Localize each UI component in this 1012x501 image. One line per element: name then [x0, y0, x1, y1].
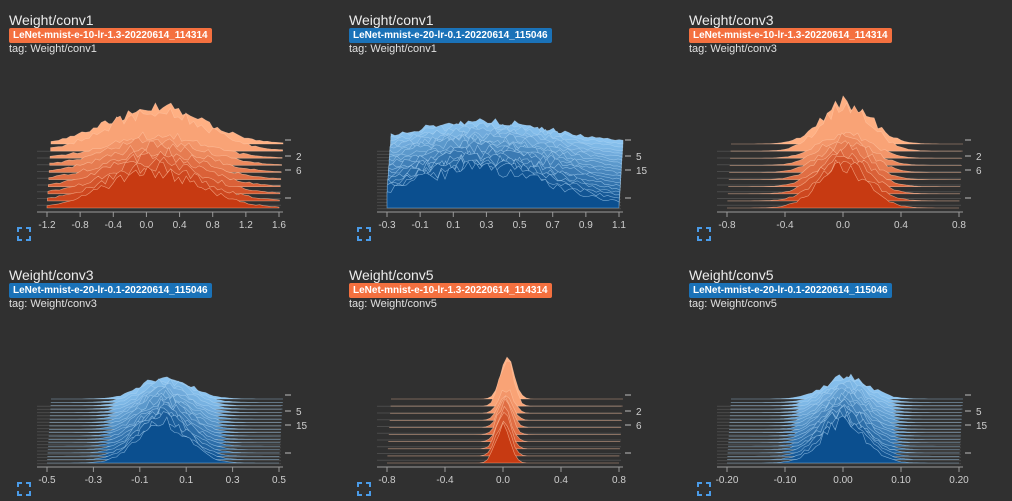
run-name-chip: LeNet-mnist-e-20-lr-0.1-20220614_115046: [9, 283, 212, 298]
x-tick-label: 0.00: [833, 475, 853, 486]
x-tick-label: -0.1: [131, 475, 149, 486]
fullscreen-icon[interactable]: [17, 227, 31, 241]
x-tick-label: 0.20: [949, 475, 969, 486]
x-tick-label: 0.5: [272, 475, 286, 486]
histogram-card: -0.3 -0.1 0.1 0.3 0.5 0.7 0.9 1.1 5 15 Weight/conv…: [349, 12, 669, 242]
run-name-chip: LeNet-mnist-e-10-lr-1.3-20220614_114314: [349, 283, 552, 298]
x-tick-label: -0.10: [774, 475, 797, 486]
histogram-plot: -0.8 -0.4 0.0 0.4 0.8 2 6: [717, 95, 982, 231]
x-tick-label: 0.4: [554, 475, 568, 486]
step-tick-label: 5: [296, 407, 302, 418]
step-tick-label: 15: [976, 421, 988, 432]
histogram-ridge: [386, 161, 620, 209]
run-name-chip: LeNet-mnist-e-20-lr-0.1-20220614_115046: [349, 28, 552, 43]
x-tick-label: -0.4: [105, 220, 123, 231]
histogram-ridge: [730, 102, 963, 152]
x-tick-label: 0.1: [446, 220, 460, 231]
x-tick-label: -0.4: [776, 220, 794, 231]
fullscreen-icon[interactable]: [697, 227, 711, 241]
x-tick-label: -0.8: [718, 220, 736, 231]
x-tick-label: -1.2: [38, 220, 56, 231]
tag-label: tag: Weight/conv1: [9, 43, 97, 55]
x-tick-label: 1.2: [239, 220, 253, 231]
run-name-chip: LeNet-mnist-e-10-lr-1.3-20220614_114314: [689, 28, 892, 43]
tag-label: tag: Weight/conv3: [689, 43, 777, 55]
step-tick-label: 15: [296, 421, 308, 432]
histogram-ridge: [387, 421, 619, 464]
x-tick-label: 0.4: [894, 220, 908, 231]
fullscreen-icon[interactable]: [357, 227, 371, 241]
step-tick-label: 5: [636, 152, 642, 163]
x-tick-label: 0.10: [891, 475, 911, 486]
step-tick-label: 2: [636, 407, 642, 418]
histogram-ridge: [727, 415, 959, 464]
x-tick-label: 0.3: [479, 220, 493, 231]
histogram-plot: -0.20 -0.10 0.00 0.10 0.20 5 15: [716, 373, 988, 486]
tag-label: tag: Weight/conv5: [689, 298, 777, 310]
step-tick-label: 6: [636, 421, 642, 432]
chart-title: Weight/conv5: [689, 267, 774, 283]
fullscreen-icon[interactable]: [697, 482, 711, 496]
x-tick-label: -0.3: [85, 475, 103, 486]
x-tick-label: -0.8: [378, 475, 396, 486]
histogram-plot: -0.8 -0.4 0.0 0.4 0.8 2 6: [377, 356, 642, 486]
x-tick-label: 1.1: [612, 220, 626, 231]
x-tick-label: 0.0: [836, 220, 850, 231]
histogram-plot: -0.5 -0.3 -0.1 0.1 0.3 0.5 5 15: [37, 376, 308, 486]
histogram-ridge: [46, 166, 280, 209]
chart-title: Weight/conv1: [349, 12, 434, 28]
x-tick-label: -0.20: [716, 475, 739, 486]
x-tick-label: 1.6: [272, 220, 286, 231]
histogram-plot: -0.3 -0.1 0.1 0.3 0.5 0.7 0.9 1.1 5 15: [377, 118, 648, 231]
chart-title: Weight/conv5: [349, 267, 434, 283]
histogram-ridge: [47, 416, 279, 464]
x-tick-label: 0.8: [206, 220, 220, 231]
histogram-card: -0.8 -0.4 0.0 0.4 0.8 2 6 Weight/conv5 LeNet-mni…: [349, 267, 669, 497]
x-tick-label: 0.7: [546, 220, 560, 231]
step-tick-label: 5: [976, 407, 982, 418]
chart-title: Weight/conv1: [9, 12, 94, 28]
x-tick-label: 0.4: [173, 220, 187, 231]
step-tick-label: 6: [296, 166, 302, 177]
step-tick-label: 2: [976, 152, 982, 163]
x-tick-label: 0.9: [579, 220, 593, 231]
x-tick-label: -0.5: [38, 475, 56, 486]
x-tick-label: 0.0: [496, 475, 510, 486]
tag-label: tag: Weight/conv5: [349, 298, 437, 310]
x-tick-label: 0.1: [179, 475, 193, 486]
x-tick-label: 0.3: [226, 475, 240, 486]
chart-title: Weight/conv3: [9, 267, 94, 283]
step-tick-label: 15: [636, 166, 648, 177]
histogram-card: -0.20 -0.10 0.00 0.10 0.20 5 15 Weight/conv5 LeN…: [689, 267, 1009, 497]
step-tick-label: 6: [976, 166, 982, 177]
histogram-card: -0.5 -0.3 -0.1 0.1 0.3 0.5 5 15 Weight/conv3 LeNe…: [9, 267, 329, 497]
histogram-ridge: [50, 107, 283, 152]
x-tick-label: -0.3: [378, 220, 396, 231]
histogram-card: -1.2 -0.8 -0.4 0.0 0.4 0.8 1.2 1.6 2 6 Weight/conv…: [9, 12, 329, 242]
x-tick-label: -0.8: [72, 220, 90, 231]
run-name-chip: LeNet-mnist-e-10-lr-1.3-20220614_114314: [9, 28, 212, 43]
tag-label: tag: Weight/conv1: [349, 43, 437, 55]
fullscreen-icon[interactable]: [357, 482, 371, 496]
chart-title: Weight/conv3: [689, 12, 774, 28]
x-tick-label: 0.8: [952, 220, 966, 231]
histogram-card: -0.8 -0.4 0.0 0.4 0.8 2 6 Weight/conv3 LeNet-mni…: [689, 12, 1009, 242]
x-tick-label: 0.5: [513, 220, 527, 231]
histogram-ridge: [727, 161, 959, 209]
x-tick-label: -0.4: [436, 475, 454, 486]
histogram-ridge: [390, 360, 623, 407]
x-tick-label: 0.0: [139, 220, 153, 231]
run-name-chip: LeNet-mnist-e-20-lr-0.1-20220614_115046: [689, 283, 892, 298]
x-tick-label: -0.1: [412, 220, 430, 231]
histogram-plot: -1.2 -0.8 -0.4 0.0 0.4 0.8 1.2 1.6 2 6: [37, 102, 302, 231]
x-tick-label: 0.8: [612, 475, 626, 486]
fullscreen-icon[interactable]: [17, 482, 31, 496]
tag-label: tag: Weight/conv3: [9, 298, 97, 310]
step-tick-label: 2: [296, 152, 302, 163]
